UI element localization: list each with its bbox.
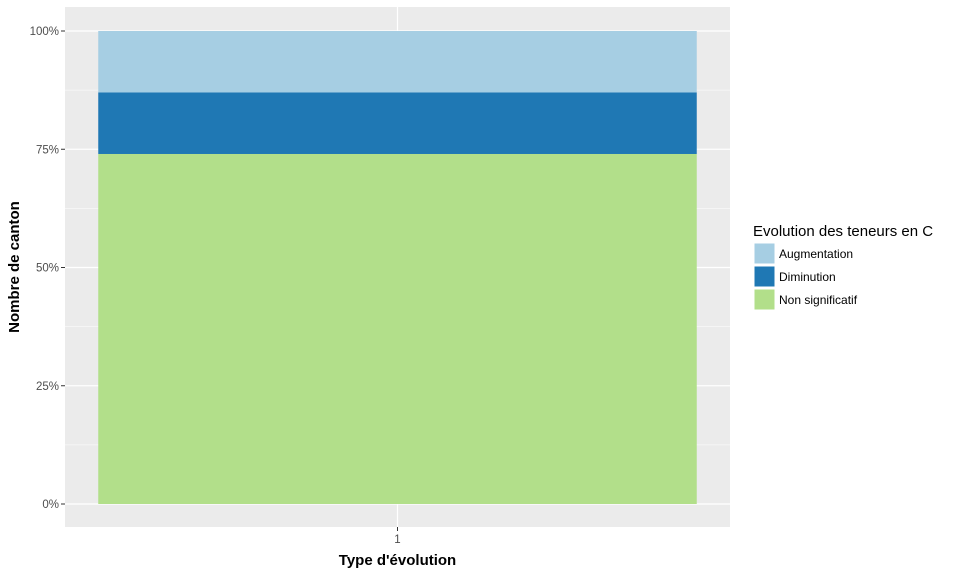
bar-segment-diminution <box>98 92 697 154</box>
bar-segment-non-significatif <box>98 153 697 505</box>
legend-label: Augmentation <box>779 247 853 261</box>
bar-segment-augmentation <box>98 31 697 93</box>
y-axis-title: Nombre de canton <box>6 201 23 333</box>
x-axis-title: Type d'évolution <box>339 552 456 569</box>
legend-items: Augmentation Diminution Non significatif <box>753 242 858 311</box>
y-axis: 0% 25% 50% 75% 100% <box>30 26 65 511</box>
legend-key <box>753 288 776 311</box>
legend-label: Non significatif <box>779 293 858 307</box>
bars <box>98 31 697 505</box>
legend-label: Diminution <box>779 270 836 284</box>
legend-key <box>753 265 776 288</box>
legend: Evolution des teneurs en C Augmentation D… <box>753 223 933 311</box>
x-axis: 1 <box>394 527 401 546</box>
y-tick-label: 25% <box>36 381 59 393</box>
y-tick-label: 75% <box>36 144 59 156</box>
y-tick-label: 50% <box>36 263 59 275</box>
legend-key <box>753 242 776 265</box>
y-tick-label: 100% <box>30 26 59 38</box>
x-tick-label: 1 <box>394 534 400 546</box>
legend-title: Evolution des teneurs en C <box>753 223 933 240</box>
y-tick-label: 0% <box>42 499 59 511</box>
